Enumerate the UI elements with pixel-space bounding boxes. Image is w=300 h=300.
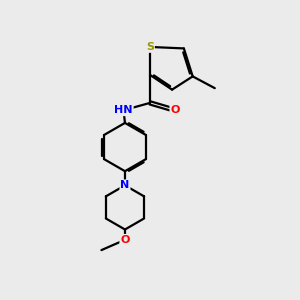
Text: HN: HN — [114, 105, 133, 115]
Text: O: O — [120, 235, 130, 245]
Text: S: S — [146, 42, 154, 52]
Text: N: N — [120, 180, 130, 190]
Text: O: O — [170, 105, 180, 115]
